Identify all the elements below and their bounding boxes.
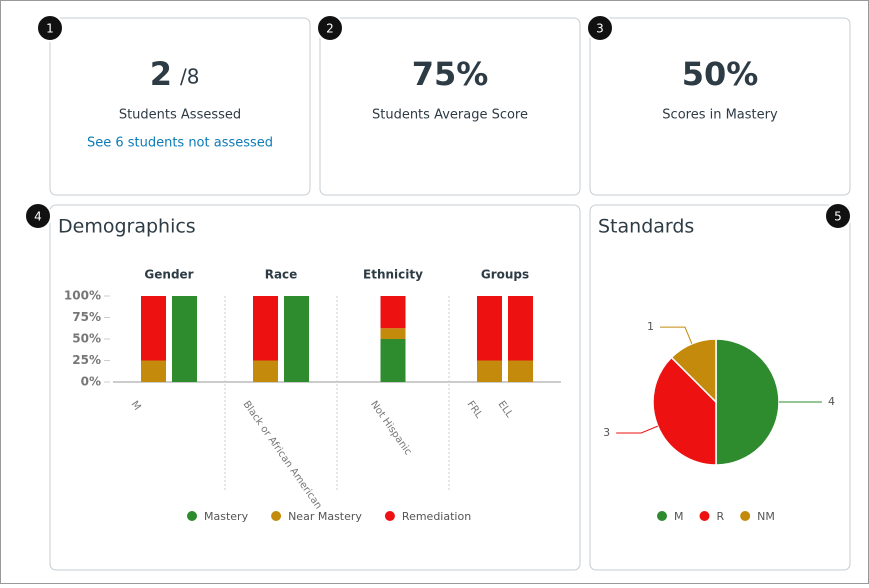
panel-title: Ethnicity bbox=[363, 268, 423, 282]
legend-label: NM bbox=[757, 510, 775, 523]
bar-segment bbox=[253, 360, 278, 382]
legend-label: R bbox=[717, 510, 725, 523]
stat-label: Scores in Mastery bbox=[662, 108, 778, 123]
stat-value: 2 bbox=[150, 55, 172, 93]
legend-label: Near Mastery bbox=[288, 510, 362, 523]
bar-segment bbox=[508, 296, 533, 361]
link[interactable]: See 6 students not assessed bbox=[87, 136, 273, 151]
y-tick-label: 0% bbox=[81, 375, 101, 389]
y-tick-label: 25% bbox=[72, 353, 101, 367]
legend-marker bbox=[271, 511, 282, 521]
slice-label: 4 bbox=[828, 395, 835, 408]
panel-title: Gender bbox=[144, 268, 193, 282]
stat-value: 75% bbox=[412, 55, 489, 93]
badge-number: 4 bbox=[34, 210, 42, 224]
bar-segment bbox=[477, 360, 502, 382]
chart-title: Demographics bbox=[58, 216, 196, 238]
slice-label: 1 bbox=[647, 320, 654, 333]
y-tick-label: 75% bbox=[72, 310, 101, 324]
panel-title: Groups bbox=[481, 268, 529, 282]
bar-segment bbox=[172, 296, 197, 382]
card bbox=[319, 17, 581, 196]
badge-number: 1 bbox=[46, 22, 54, 36]
legend-label: Remediation bbox=[402, 510, 471, 523]
bar-segment bbox=[380, 328, 406, 339]
chart-title: Standards bbox=[598, 216, 694, 238]
bar-segment bbox=[508, 360, 533, 382]
bar-segment bbox=[477, 296, 502, 361]
bar-segment bbox=[380, 296, 406, 329]
leader-line bbox=[616, 425, 658, 434]
badge-number: 2 bbox=[326, 22, 334, 36]
legend-label: Mastery bbox=[204, 510, 249, 523]
badge-number: 3 bbox=[596, 22, 604, 36]
bar-segment bbox=[253, 296, 278, 361]
bar-segment bbox=[141, 360, 166, 382]
badge bbox=[824, 202, 852, 230]
stat-total: /8 bbox=[180, 65, 199, 89]
stat-label: Students Average Score bbox=[372, 108, 528, 123]
badge bbox=[36, 14, 64, 42]
bar-segment bbox=[284, 296, 309, 382]
card bbox=[49, 17, 311, 196]
badge bbox=[586, 14, 614, 42]
card bbox=[589, 17, 851, 196]
panel-title: Race bbox=[265, 268, 298, 282]
legend-marker bbox=[187, 511, 197, 521]
legend-label: M bbox=[674, 510, 684, 523]
badge-number: 5 bbox=[834, 210, 842, 224]
leader-line bbox=[660, 326, 693, 344]
stat-label: Students Assessed bbox=[119, 108, 241, 123]
badge bbox=[316, 14, 344, 42]
bar-segment bbox=[141, 296, 166, 361]
legend-marker bbox=[384, 511, 395, 521]
legend-marker bbox=[657, 511, 667, 521]
bar-segment bbox=[380, 339, 406, 382]
y-tick-label: 50% bbox=[72, 332, 101, 346]
legend-marker bbox=[699, 511, 710, 521]
y-tick-label: 100% bbox=[64, 289, 101, 303]
legend-marker bbox=[740, 511, 751, 521]
badge bbox=[24, 202, 52, 230]
stat-value: 50% bbox=[682, 55, 759, 93]
slice-label: 3 bbox=[603, 426, 610, 439]
pie-slice bbox=[652, 356, 717, 466]
